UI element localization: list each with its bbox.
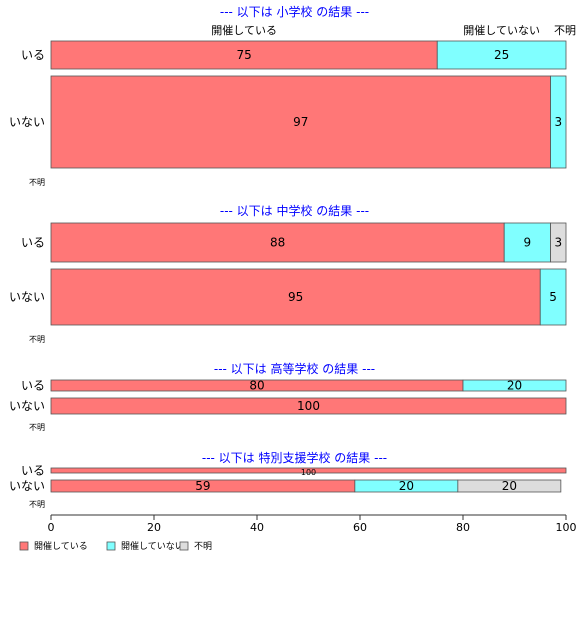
panel-title: --- 以下は 小学校 の結果 --- — [220, 4, 369, 19]
na-row-label: 不明 — [29, 500, 45, 509]
bar-segment — [462, 379, 567, 392]
panel-title: --- 以下は 特別支援学校 の結果 --- — [202, 450, 387, 465]
legend-swatch — [179, 541, 189, 551]
row-label: いない — [9, 290, 45, 304]
panel-title: --- 以下は 高等学校 の結果 --- — [214, 361, 375, 376]
bar-segment — [550, 75, 567, 169]
top-category-label: 開催していない — [463, 23, 540, 37]
bar-segment — [436, 40, 567, 70]
data-label: 95 — [288, 290, 303, 304]
row-label: いない — [9, 115, 45, 129]
data-label: 3 — [554, 115, 562, 129]
legend-label: 開催していない — [121, 540, 184, 552]
legend-label: 開催している — [34, 540, 88, 552]
bar-segment — [50, 268, 541, 326]
data-label: 25 — [494, 48, 509, 62]
top-category-label: 開催している — [211, 23, 277, 37]
data-label: 100 — [297, 399, 320, 413]
data-label: 3 — [554, 236, 562, 250]
bar-segment — [539, 268, 567, 326]
bar-segment — [50, 397, 567, 415]
na-row-label: 不明 — [29, 423, 45, 432]
data-label: 20 — [507, 379, 522, 393]
x-tick-label: 20 — [147, 521, 161, 534]
x-tick-label: 60 — [353, 521, 367, 534]
x-tick-label: 100 — [556, 521, 577, 534]
data-label: 9 — [524, 236, 532, 250]
data-label: 100 — [301, 468, 316, 477]
legend-swatch — [19, 541, 29, 551]
x-tick-label: 40 — [250, 521, 264, 534]
row-label: いる — [21, 464, 45, 478]
na-row-label: 不明 — [29, 178, 45, 187]
legend-label: 不明 — [194, 541, 212, 552]
bar-segment — [503, 222, 551, 263]
data-label: 5 — [549, 290, 557, 304]
x-tick-label: 0 — [48, 521, 55, 534]
row-label: いる — [21, 236, 45, 250]
bar-segment — [550, 222, 567, 263]
top-category-label: 不明 — [554, 24, 576, 37]
data-label: 88 — [270, 236, 285, 250]
data-label: 97 — [293, 115, 308, 129]
bar-segment — [50, 40, 438, 70]
legend-swatch — [106, 541, 116, 551]
data-label: 80 — [249, 379, 264, 393]
data-label: 20 — [502, 479, 517, 493]
bar-segment — [50, 222, 505, 263]
row-label: いる — [21, 379, 45, 393]
row-label: いない — [9, 479, 45, 493]
data-label: 75 — [236, 48, 251, 62]
bar-segment — [457, 479, 562, 493]
bar-segment — [50, 467, 567, 474]
x-tick-label: 80 — [456, 521, 470, 534]
panel-title: --- 以下は 中学校 の結果 --- — [220, 203, 369, 218]
data-label: 59 — [195, 479, 210, 493]
row-label: いる — [21, 48, 45, 62]
bar-segment — [50, 75, 551, 169]
data-label: 20 — [399, 479, 414, 493]
na-row-label: 不明 — [29, 335, 45, 344]
row-label: いない — [9, 399, 45, 413]
